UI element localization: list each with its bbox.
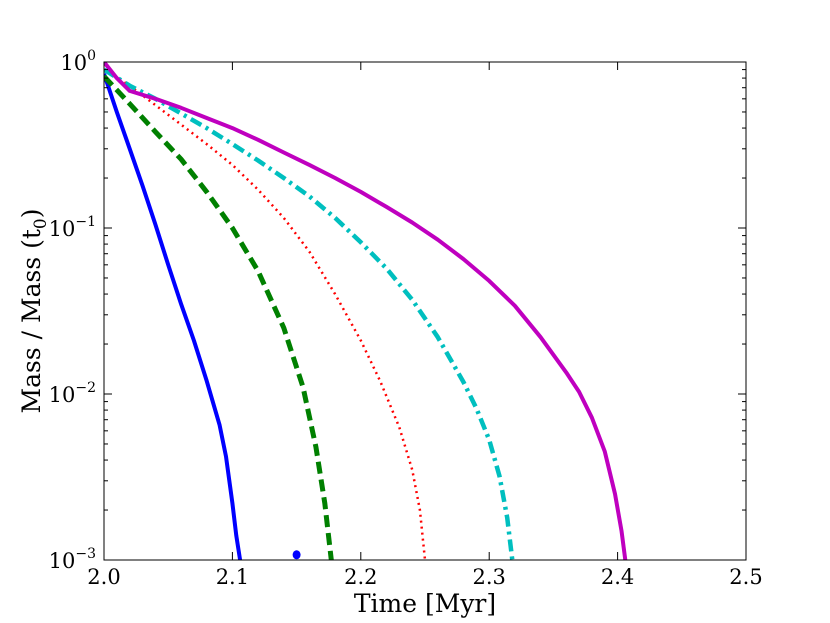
tick-layer: 2.0 2.1 2.2 2.3 2.4 2.5 10−3 10−2 10−1 100	[49, 48, 763, 589]
x-axis-label: Time [Myr]	[354, 589, 496, 618]
x-tick-label: 2.3	[472, 565, 505, 589]
series-marker-1	[292, 550, 301, 560]
x-tick-label: 2.4	[601, 565, 634, 589]
y-axis-label: Mass / Mass (t0)	[17, 209, 51, 414]
y-tick-label: 100	[60, 48, 96, 75]
series-line-3	[104, 68, 427, 560]
series-line-4	[104, 67, 515, 560]
y-tick-label: 10−1	[49, 214, 96, 241]
label-layer: Time [Myr] Mass / Mass (t0)	[17, 209, 496, 618]
series-line-2	[104, 74, 334, 560]
marker-layer	[292, 550, 301, 560]
x-tick-label: 2.1	[216, 565, 249, 589]
y-tick-label: 10−3	[49, 546, 96, 573]
x-tick-label: 2.5	[729, 565, 762, 589]
x-tick-label: 2.0	[87, 565, 120, 589]
x-tick-label: 2.2	[344, 565, 377, 589]
series-line-1	[104, 73, 243, 560]
series-layer	[104, 62, 628, 560]
series-line-5	[104, 62, 628, 560]
plot-frame	[103, 61, 747, 561]
y-tick-label: 10−2	[49, 380, 96, 407]
